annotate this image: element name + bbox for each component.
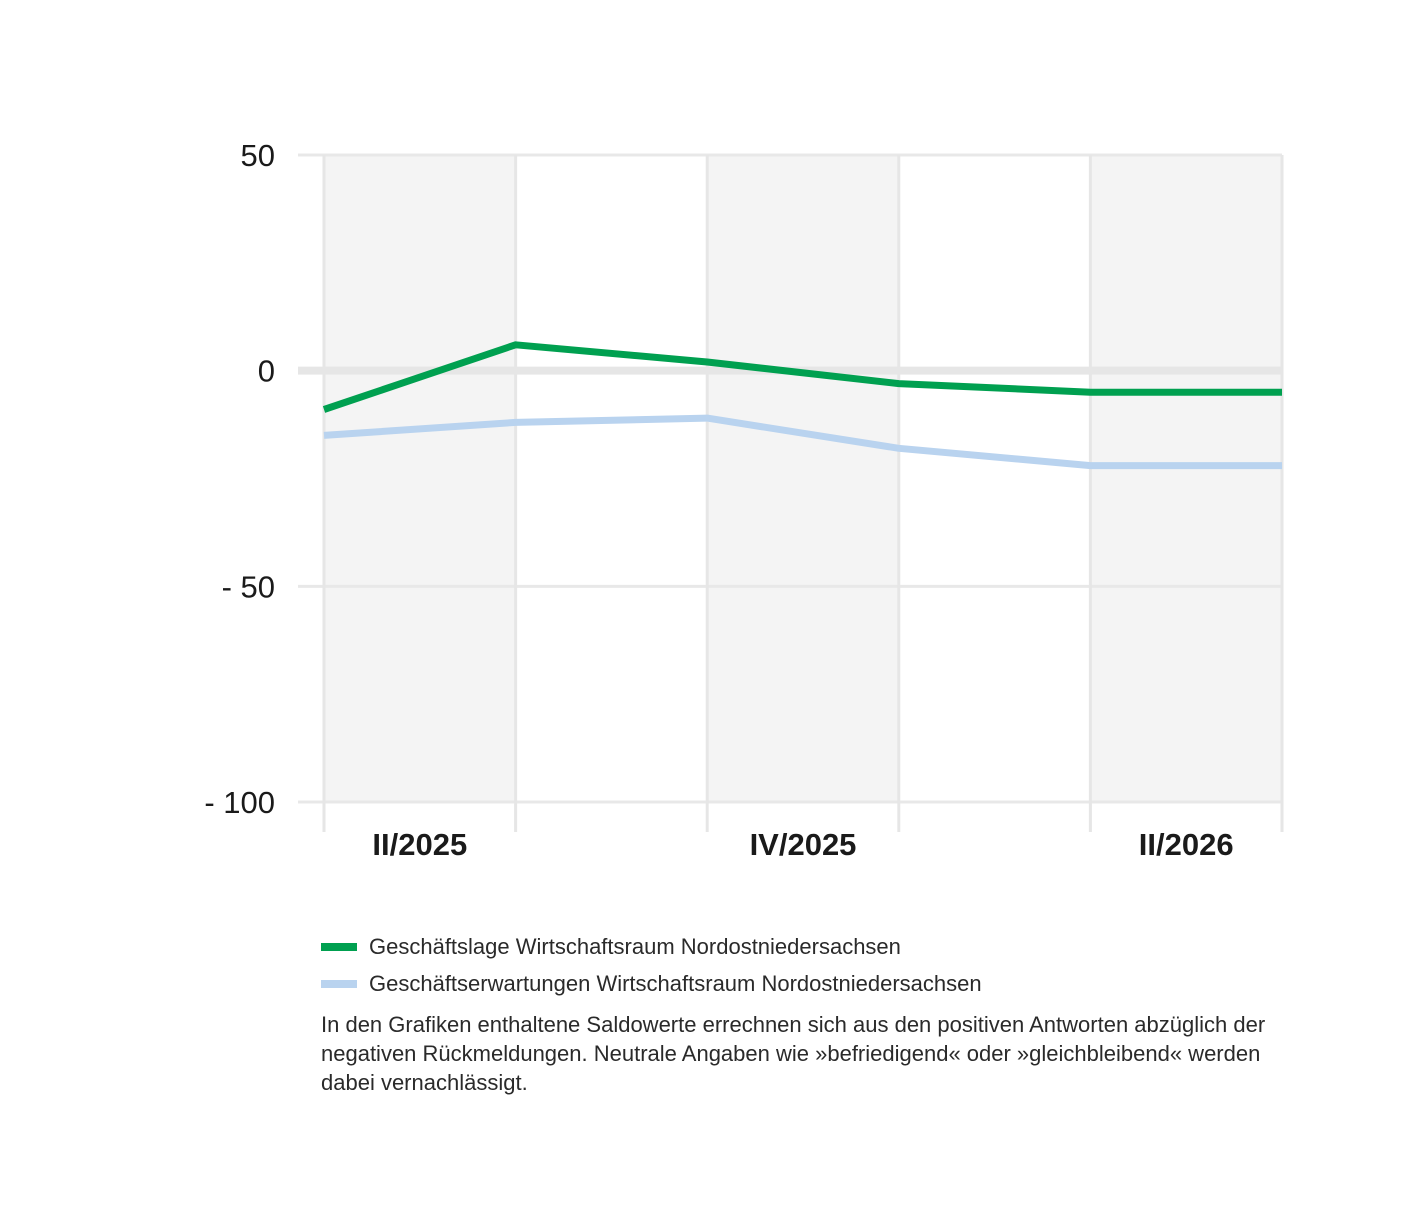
chart-area: 50 0 - 50 - 100 II/2025 IV/2025 II/2026 <box>204 138 1284 862</box>
series-line-geschaeftserwartungen <box>323 414 1282 470</box>
legend-swatch-geschaeftserwartungen <box>321 979 357 988</box>
legend-label-geschaeftslage: Geschäftslage Wirtschaftsraum Nordostnie… <box>369 933 901 959</box>
footnote: In den Grafiken enthaltene Saldowerte er… <box>321 1012 1266 1095</box>
series-line-geschaeftslage <box>322 341 1282 413</box>
y-tick-label: 0 <box>258 354 275 389</box>
x-tick-label: II/2026 <box>1139 827 1234 862</box>
y-tick-label: - 50 <box>222 569 275 604</box>
background-band <box>707 155 899 802</box>
x-tick-label: II/2025 <box>372 827 467 862</box>
legend: Geschäftslage Wirtschaftsraum Nordostnie… <box>321 928 1301 1002</box>
legend-item-geschaeftslage: Geschäftslage Wirtschaftsraum Nordostnie… <box>321 928 1301 965</box>
y-tick-label: 50 <box>241 138 275 173</box>
legend-item-geschaeftserwartungen: Geschäftserwartungen Wirtschaftsraum Nor… <box>321 965 1301 1002</box>
background-band <box>1090 155 1282 802</box>
legend-label-geschaeftserwartungen: Geschäftserwartungen Wirtschaftsraum Nor… <box>369 970 982 996</box>
legend-swatch-geschaeftslage <box>321 942 357 951</box>
y-tick-label: - 100 <box>204 785 275 820</box>
x-tick-label: IV/2025 <box>750 827 857 862</box>
background-band <box>324 155 516 802</box>
line-chart: 50 0 - 50 - 100 II/2025 IV/2025 II/2026 <box>204 138 1284 862</box>
